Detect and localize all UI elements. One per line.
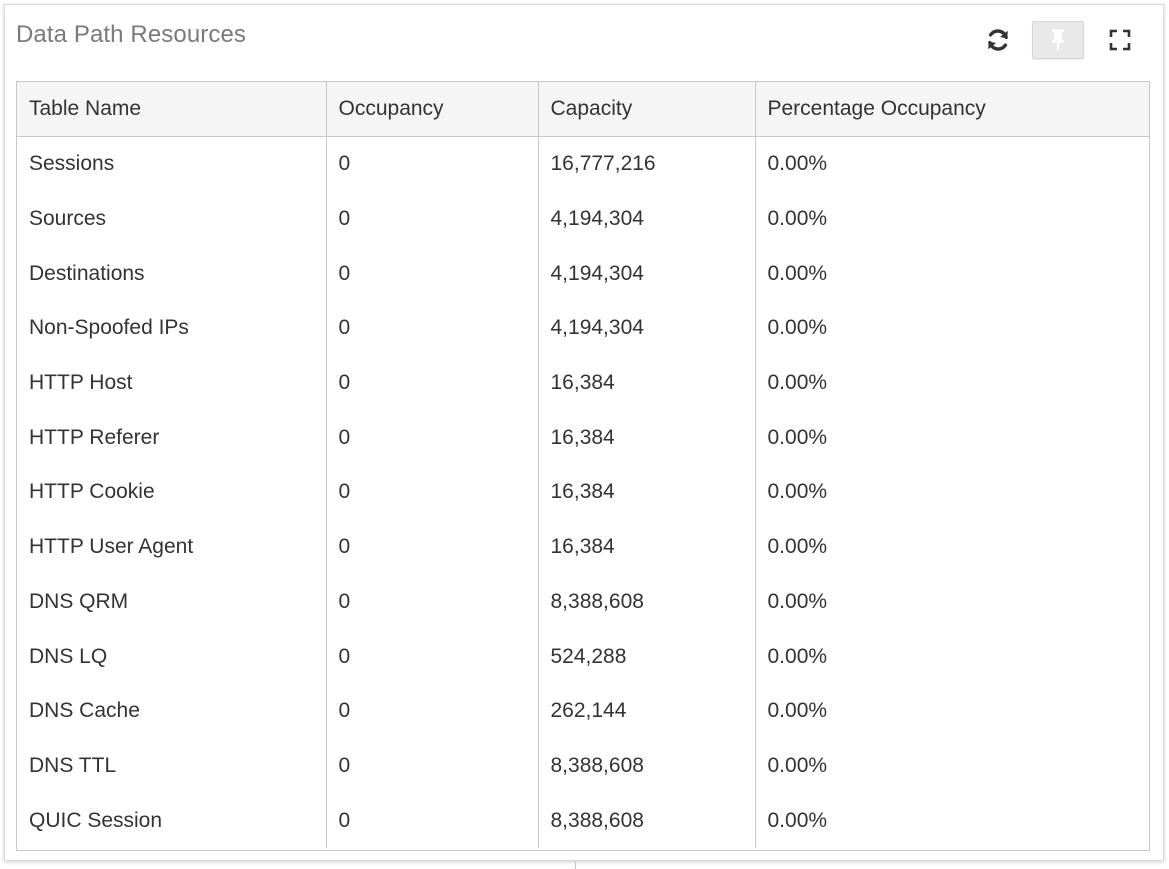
table-row: QUIC Session 0 8,388,608 0.00% bbox=[17, 793, 1149, 848]
cell-occupancy: 0 bbox=[325, 246, 538, 302]
cell-capacity: 16,384 bbox=[537, 355, 755, 411]
cell-percentage-occupancy: 0.00% bbox=[754, 574, 1149, 630]
table-body: Sessions 0 16,777,216 0.00% Sources 0 4,… bbox=[17, 136, 1149, 848]
cell-occupancy: 0 bbox=[325, 355, 538, 411]
cell-table-name: HTTP Host bbox=[29, 371, 133, 395]
table-row: HTTP Cookie 0 16,384 0.00% bbox=[17, 465, 1149, 520]
cell-percentage-occupancy: 0.00% bbox=[754, 465, 1149, 520]
resources-table: Table Name Occupancy Capacity Percentage… bbox=[17, 82, 1149, 848]
cell-occupancy: 0 bbox=[325, 519, 538, 575]
cell-percentage-occupancy: 0.00% bbox=[754, 519, 1149, 575]
table-row: Sessions 0 16,777,216 0.00% bbox=[17, 136, 1149, 192]
panel-title: Data Path Resources bbox=[16, 21, 247, 48]
table-header: Table Name Occupancy Capacity Percentage… bbox=[17, 82, 1149, 137]
cell-table-name: Sources bbox=[29, 207, 107, 231]
cell-capacity: 16,384 bbox=[537, 465, 755, 520]
cell-capacity: 4,194,304 bbox=[537, 191, 755, 247]
cell-percentage-occupancy: 0.00% bbox=[754, 355, 1149, 411]
table-row: HTTP Referer 0 16,384 0.00% bbox=[17, 410, 1149, 466]
resources-table-container: Table Name Occupancy Capacity Percentage… bbox=[16, 81, 1150, 851]
panel-header: Data Path Resources bbox=[5, 5, 1163, 69]
cell-capacity: 8,388,608 bbox=[537, 738, 755, 794]
cell-percentage-occupancy: 0.00% bbox=[754, 738, 1149, 794]
column-header-table-name[interactable]: Table Name bbox=[17, 82, 326, 137]
table-row: Sources 0 4,194,304 0.00% bbox=[17, 191, 1149, 247]
cell-capacity: 4,194,304 bbox=[537, 246, 755, 302]
cell-capacity: 16,384 bbox=[537, 519, 755, 575]
column-header-percentage-occupancy[interactable]: Percentage Occupancy bbox=[754, 82, 1149, 137]
cell-occupancy: 0 bbox=[325, 410, 538, 466]
column-header-occupancy[interactable]: Occupancy bbox=[325, 82, 538, 137]
table-header-row: Table Name Occupancy Capacity Percentage… bbox=[17, 82, 1149, 137]
cell-table-name: HTTP Cookie bbox=[29, 480, 155, 504]
cell-capacity: 16,777,216 bbox=[537, 136, 755, 192]
column-header-capacity[interactable]: Capacity bbox=[537, 82, 755, 137]
cell-table-name: QUIC Session bbox=[29, 808, 163, 832]
cell-table-name: HTTP User Agent bbox=[29, 535, 194, 559]
cell-occupancy: 0 bbox=[325, 191, 538, 247]
cell-capacity: 262,144 bbox=[537, 683, 755, 739]
cell-percentage-occupancy: 0.00% bbox=[754, 191, 1149, 247]
cell-table-name: Destinations bbox=[29, 261, 145, 285]
cell-table-name: HTTP Referer bbox=[29, 425, 160, 449]
cell-capacity: 8,388,608 bbox=[537, 793, 755, 848]
cell-table-name: DNS QRM bbox=[29, 589, 129, 613]
cell-percentage-occupancy: 0.00% bbox=[754, 683, 1149, 739]
cell-capacity: 524,288 bbox=[537, 629, 755, 684]
table-row: Destinations 0 4,194,304 0.00% bbox=[17, 246, 1149, 302]
cell-percentage-occupancy: 0.00% bbox=[754, 136, 1149, 192]
cell-capacity: 8,388,608 bbox=[537, 574, 755, 630]
cell-table-name: DNS TTL bbox=[29, 753, 117, 777]
cell-table-name: Sessions bbox=[29, 152, 115, 176]
cell-occupancy: 0 bbox=[325, 301, 538, 356]
cell-occupancy: 0 bbox=[325, 683, 538, 739]
cell-occupancy: 0 bbox=[325, 465, 538, 520]
cell-percentage-occupancy: 0.00% bbox=[754, 793, 1149, 848]
cell-percentage-occupancy: 0.00% bbox=[754, 301, 1149, 356]
cell-percentage-occupancy: 0.00% bbox=[754, 246, 1149, 302]
cell-table-name: DNS Cache bbox=[29, 699, 140, 723]
cell-table-name: DNS LQ bbox=[29, 644, 108, 668]
table-row: DNS QRM 0 8,388,608 0.00% bbox=[17, 574, 1149, 630]
cell-occupancy: 0 bbox=[325, 136, 538, 192]
table-row: DNS Cache 0 262,144 0.00% bbox=[17, 683, 1149, 739]
table-row: DNS LQ 0 524,288 0.00% bbox=[17, 629, 1149, 684]
cell-occupancy: 0 bbox=[325, 574, 538, 630]
data-path-resources-panel: Data Path Resources bbox=[4, 4, 1164, 861]
fullscreen-button[interactable] bbox=[1100, 21, 1140, 59]
pin-button[interactable] bbox=[1032, 21, 1084, 59]
fullscreen-icon bbox=[1109, 29, 1131, 51]
refresh-button[interactable] bbox=[978, 21, 1018, 59]
pin-icon bbox=[1051, 29, 1065, 51]
cell-percentage-occupancy: 0.00% bbox=[754, 629, 1149, 684]
cell-table-name: Non-Spoofed IPs bbox=[29, 316, 189, 340]
cell-occupancy: 0 bbox=[325, 629, 538, 684]
table-row: Non-Spoofed IPs 0 4,194,304 0.00% bbox=[17, 301, 1149, 356]
table-row: DNS TTL 0 8,388,608 0.00% bbox=[17, 738, 1149, 794]
cell-percentage-occupancy: 0.00% bbox=[754, 410, 1149, 466]
cell-capacity: 16,384 bbox=[537, 410, 755, 466]
cell-occupancy: 0 bbox=[325, 738, 538, 794]
table-row: HTTP User Agent 0 16,384 0.00% bbox=[17, 519, 1149, 575]
refresh-icon bbox=[988, 29, 1008, 51]
cell-capacity: 4,194,304 bbox=[537, 301, 755, 356]
cell-occupancy: 0 bbox=[325, 793, 538, 848]
table-row: HTTP Host 0 16,384 0.00% bbox=[17, 355, 1149, 411]
background-divider bbox=[575, 861, 576, 869]
